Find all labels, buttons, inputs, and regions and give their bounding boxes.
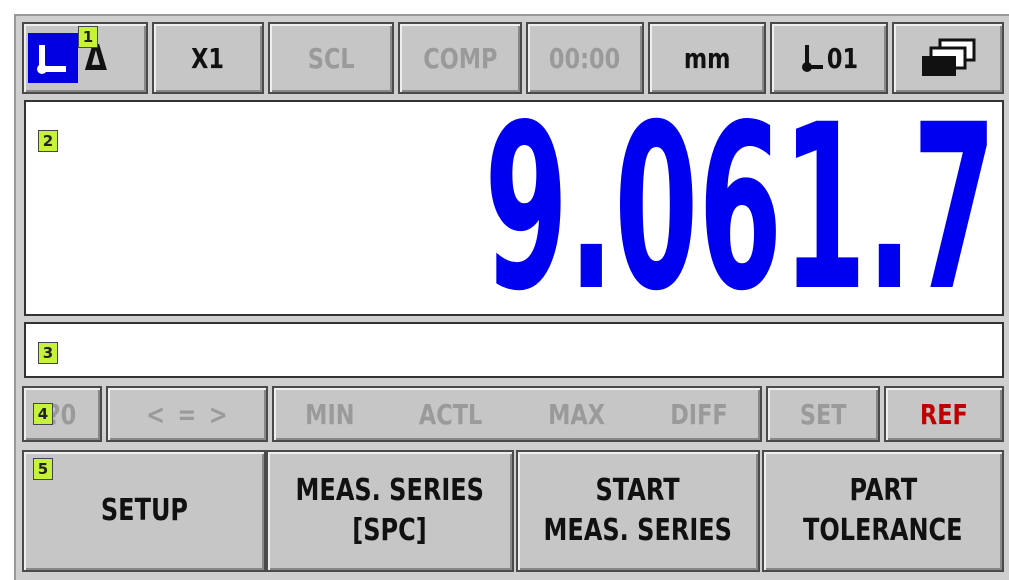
softkey-label: MEAS. SERIES [295, 473, 485, 508]
callout: 1 [78, 26, 98, 48]
softkey-label: START [595, 473, 681, 508]
softkey[interactable]: SETUP [22, 450, 266, 572]
stat-label: DIFF [670, 397, 728, 431]
datum-label: 01 [826, 41, 858, 75]
callout: 4 [33, 403, 53, 425]
datum-icon [801, 45, 823, 72]
callout: 2 [38, 130, 58, 152]
callout: 5 [33, 458, 53, 480]
timer-box: 00:00 [526, 22, 644, 94]
ref-label: REF [920, 397, 968, 431]
compare-box: < = > [106, 386, 268, 442]
ref-box: REF [884, 386, 1004, 442]
callout: 3 [38, 342, 58, 364]
actual-icon [28, 33, 78, 83]
comp-label: COMP [422, 41, 498, 75]
softkey-label: SETUP [100, 493, 188, 528]
comp-box: COMP [398, 22, 522, 94]
axis-label: X1 [191, 41, 225, 75]
stats-box: MIN ACTL MAX DIFF [272, 386, 762, 442]
softkey-label: [SPC] [352, 513, 428, 548]
datum-box[interactable]: 01 [770, 22, 888, 94]
position-display: 9.061.7 [24, 94, 1004, 322]
scale-label: SCL [307, 41, 355, 75]
mode-toggle[interactable]: Δ [22, 22, 148, 94]
softkey[interactable]: MEAS. SERIES [SPC] [266, 450, 514, 572]
compare-label: < = > [146, 397, 228, 431]
softkey[interactable]: START MEAS. SERIES [516, 450, 760, 572]
windows-icon [922, 38, 976, 76]
softkey[interactable]: PART TOLERANCE [762, 450, 1004, 572]
softkey-label: PART [849, 473, 917, 508]
axis-box[interactable]: X1 [152, 22, 264, 94]
unit-box[interactable]: mm [648, 22, 766, 94]
softkey-label: MEAS. SERIES [543, 513, 733, 548]
timer-label: 00:00 [549, 41, 621, 75]
message-area [24, 322, 1004, 378]
window-box[interactable] [892, 22, 1004, 94]
stat-label: MAX [548, 397, 606, 431]
unit-label: mm [683, 41, 731, 75]
set-box: SET [766, 386, 880, 442]
stat-label: ACTL [419, 397, 483, 431]
set-label: SET [799, 397, 847, 431]
scale-box: SCL [268, 22, 394, 94]
softkey-label: TOLERANCE [803, 513, 963, 548]
position-value: 9.061.7 [483, 75, 996, 341]
stat-label: MIN [305, 397, 355, 431]
